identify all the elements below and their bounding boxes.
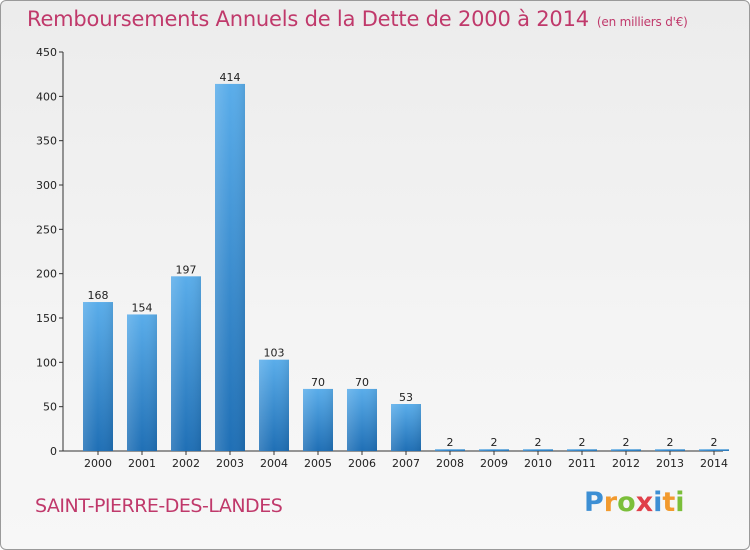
x-tick-label: 2009: [480, 457, 508, 470]
x-tick-label: 2005: [304, 457, 332, 470]
bar-shade: [171, 276, 201, 451]
x-tick-label: 2013: [656, 457, 684, 470]
logo-letter: i: [653, 487, 663, 518]
data-label: 2: [535, 436, 542, 449]
y-tick-label: 300: [36, 179, 57, 192]
x-tick-label: 2008: [436, 457, 464, 470]
data-label: 2: [623, 436, 630, 449]
y-tick-label: 50: [43, 401, 57, 414]
x-tick-label: 2004: [260, 457, 288, 470]
y-tick-label: 350: [36, 135, 57, 148]
logo-letter: r: [603, 487, 618, 518]
bar-shade: [523, 449, 553, 451]
logo-letter: x: [635, 487, 654, 518]
bar-shade: [655, 449, 685, 451]
data-label: 2: [579, 436, 586, 449]
data-label: 154: [132, 301, 153, 314]
proxiti-logo: Proxiti: [584, 487, 685, 518]
y-tick-label: 200: [36, 268, 57, 281]
x-tick-label: 2007: [392, 457, 420, 470]
data-label: 2: [447, 436, 454, 449]
chart-title-text: Remboursements Annuels de la Dette de 20…: [27, 7, 589, 31]
bar-shade: [611, 449, 641, 451]
x-tick-label: 2003: [216, 457, 244, 470]
x-tick-label: 2000: [84, 457, 112, 470]
data-label: 70: [311, 376, 325, 389]
data-label: 168: [88, 289, 109, 302]
y-tick-label: 450: [36, 46, 57, 59]
x-tick-label: 2002: [172, 457, 200, 470]
logo-letter: i: [675, 487, 685, 518]
x-tick-label: 2010: [524, 457, 552, 470]
bar-shade: [259, 359, 289, 451]
commune-name: SAINT-PIERRE-DES-LANDES: [35, 495, 283, 517]
data-label: 2: [667, 436, 674, 449]
chart-title: Remboursements Annuels de la Dette de 20…: [27, 7, 688, 31]
x-tick-label: 2014: [700, 457, 728, 470]
data-label: 53: [399, 391, 413, 404]
bar-shade: [215, 83, 245, 452]
y-tick-label: 100: [36, 356, 57, 369]
data-label: 2: [491, 436, 498, 449]
data-label: 197: [176, 263, 197, 276]
bar-shade: [347, 388, 377, 451]
chart-subtitle: (en milliers d'€): [596, 15, 688, 29]
data-label: 70: [355, 376, 369, 389]
bar-shade: [699, 449, 729, 451]
data-label: 103: [264, 347, 285, 360]
bar-shade: [435, 449, 465, 451]
logo-letter: t: [662, 487, 676, 518]
bar-shade: [127, 314, 157, 451]
x-tick-label: 2012: [612, 457, 640, 470]
bar-shade: [391, 404, 421, 451]
x-tick-label: 2001: [128, 457, 156, 470]
logo-letter: P: [584, 487, 604, 518]
logo-letter: o: [617, 487, 636, 518]
y-tick-label: 150: [36, 312, 57, 325]
data-label: 2: [711, 436, 718, 449]
x-tick-label: 2006: [348, 457, 376, 470]
bar-shade: [303, 388, 333, 451]
data-label: 414: [220, 71, 241, 84]
y-tick-label: 0: [50, 445, 57, 458]
x-tick-label: 2011: [568, 457, 596, 470]
bar-shade: [567, 449, 597, 451]
y-tick-label: 250: [36, 223, 57, 236]
y-tick-label: 400: [36, 90, 57, 103]
bar-shade: [479, 449, 509, 451]
bar-shade: [83, 302, 113, 451]
